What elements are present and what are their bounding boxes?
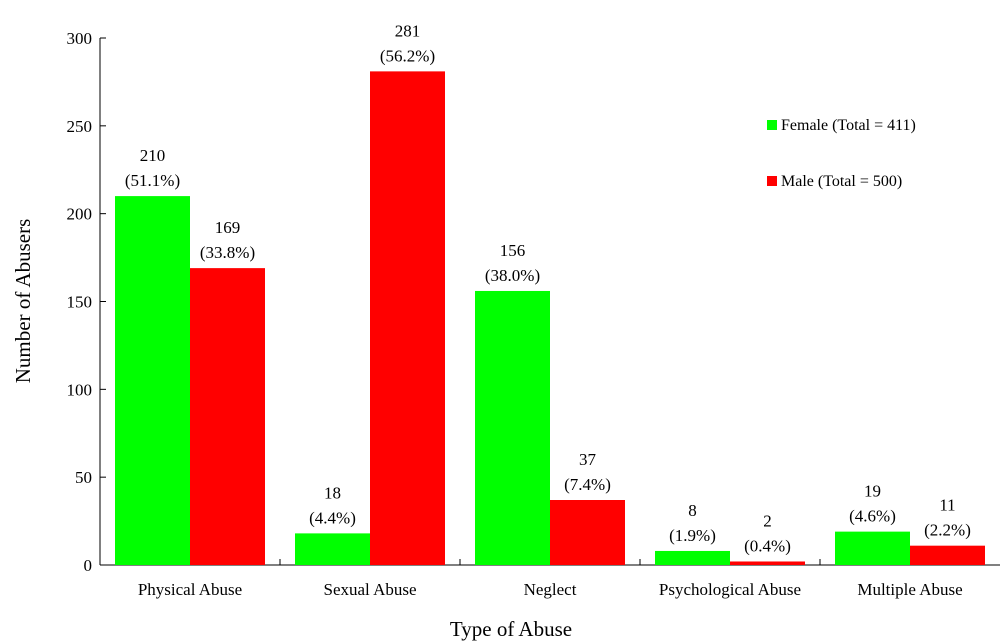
y-tick-label: 200 <box>67 205 93 224</box>
data-label-percent: (7.4%) <box>564 475 611 494</box>
bar <box>295 533 370 565</box>
legend: Female (Total = 411) Male (Total = 500) <box>767 117 916 190</box>
data-label-value: 169 <box>215 218 241 237</box>
x-tick-label: Psychological Abuse <box>659 580 801 599</box>
data-labels: 210 (51.1%) 169 (33.8%) 18 (4.4%) 281 (56.2%) 15… <box>125 21 971 555</box>
y-tick-label: 150 <box>67 293 93 312</box>
legend-swatch <box>767 176 777 186</box>
data-label-value: 37 <box>579 450 597 469</box>
legend-entry: Male (Total = 500) <box>781 173 902 190</box>
bar <box>475 290 550 565</box>
data-label-value: 281 <box>395 21 421 40</box>
data-label-value: 11 <box>939 496 955 515</box>
bars <box>115 71 985 566</box>
legend-entry: Female (Total = 411) <box>781 117 916 134</box>
data-label-percent: (1.9%) <box>669 526 716 545</box>
x-axis-title: Type of Abuse <box>450 617 572 641</box>
x-tick-label: Neglect <box>524 580 577 599</box>
y-tick-label: 50 <box>75 468 92 487</box>
legend-swatch <box>767 120 777 130</box>
data-label-percent: (4.4%) <box>309 508 356 527</box>
y-tick-label: 300 <box>67 29 93 48</box>
bar <box>910 545 985 565</box>
bar <box>115 196 190 565</box>
data-label-value: 156 <box>500 241 526 260</box>
bar <box>190 268 265 565</box>
y-axis-title: Number of Abusers <box>11 219 35 383</box>
x-tick-label: Physical Abuse <box>138 580 242 599</box>
data-label-percent: (33.8%) <box>200 243 255 262</box>
data-label-percent: (51.1%) <box>125 171 180 190</box>
bar <box>550 500 625 565</box>
x-tick-label: Multiple Abuse <box>857 580 962 599</box>
y-tick-label: 100 <box>67 380 93 399</box>
data-label-value: 8 <box>688 501 697 520</box>
bar <box>835 531 910 565</box>
data-label-percent: (0.4%) <box>744 536 791 555</box>
data-label-percent: (38.0%) <box>485 266 540 285</box>
data-label-percent: (4.6%) <box>849 507 896 526</box>
data-label-value: 2 <box>763 511 772 530</box>
data-label-percent: (56.2%) <box>380 46 435 65</box>
axes: 0 50 100 150 200 250 300 Physical Abuse Sexual A… <box>67 29 1000 599</box>
data-label-value: 19 <box>864 482 881 501</box>
bar <box>655 550 730 565</box>
data-label-value: 18 <box>324 483 341 502</box>
y-tick-label: 0 <box>84 556 93 575</box>
y-tick-label: 250 <box>67 117 93 136</box>
x-tick-label: Sexual Abuse <box>323 580 416 599</box>
data-label-percent: (2.2%) <box>924 521 971 540</box>
bar <box>370 71 445 566</box>
data-label-value: 210 <box>140 146 166 165</box>
bar <box>730 561 805 565</box>
